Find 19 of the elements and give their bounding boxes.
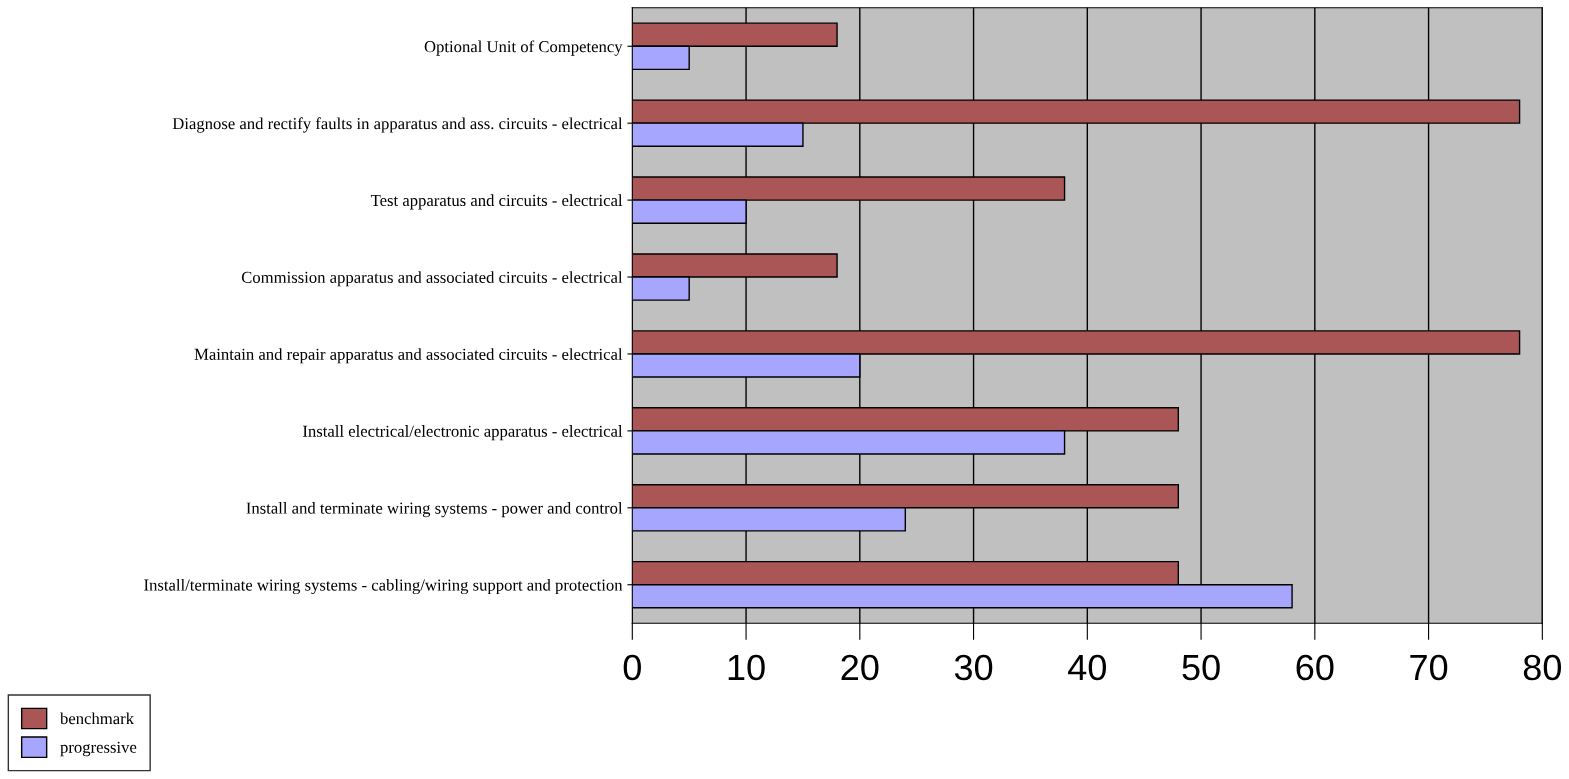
y-tick-label: Optional Unit of Competency bbox=[424, 40, 623, 56]
x-tick-label: 50 bbox=[1182, 654, 1220, 681]
x-tick-label: 70 bbox=[1410, 654, 1448, 681]
y-tick-label: Install electrical/electronic apparatus - electrical bbox=[302, 425, 623, 441]
x-tick-label: 60 bbox=[1296, 654, 1334, 681]
y-tick-label: Test apparatus and circuits - electrical bbox=[370, 194, 623, 210]
x-tick-label: 0 bbox=[623, 654, 641, 681]
y-tick-label: Diagnose and rectify faults in apparatus and ass. circuits - electrical bbox=[172, 117, 623, 133]
y-tick-label: Maintain and repair apparatus and associated circuits - electrical bbox=[194, 348, 623, 364]
y-tick-label: Commission apparatus and associated circuits - electrical bbox=[241, 271, 623, 287]
x-tick-label: 40 bbox=[1068, 654, 1106, 681]
y-tick-label: Install and terminate wiring systems - power and control bbox=[246, 502, 623, 518]
y-tick-label: Install/terminate wiring systems - cabling/wiring support and protection bbox=[144, 578, 623, 595]
x-tick-label: 80 bbox=[1523, 654, 1561, 681]
legend-label: benchmark bbox=[60, 712, 135, 725]
x-tick-label: 30 bbox=[954, 654, 993, 681]
legend-label: progressive bbox=[60, 741, 137, 757]
x-tick-label: 10 bbox=[728, 654, 765, 681]
x-tick-label: 20 bbox=[841, 654, 879, 681]
